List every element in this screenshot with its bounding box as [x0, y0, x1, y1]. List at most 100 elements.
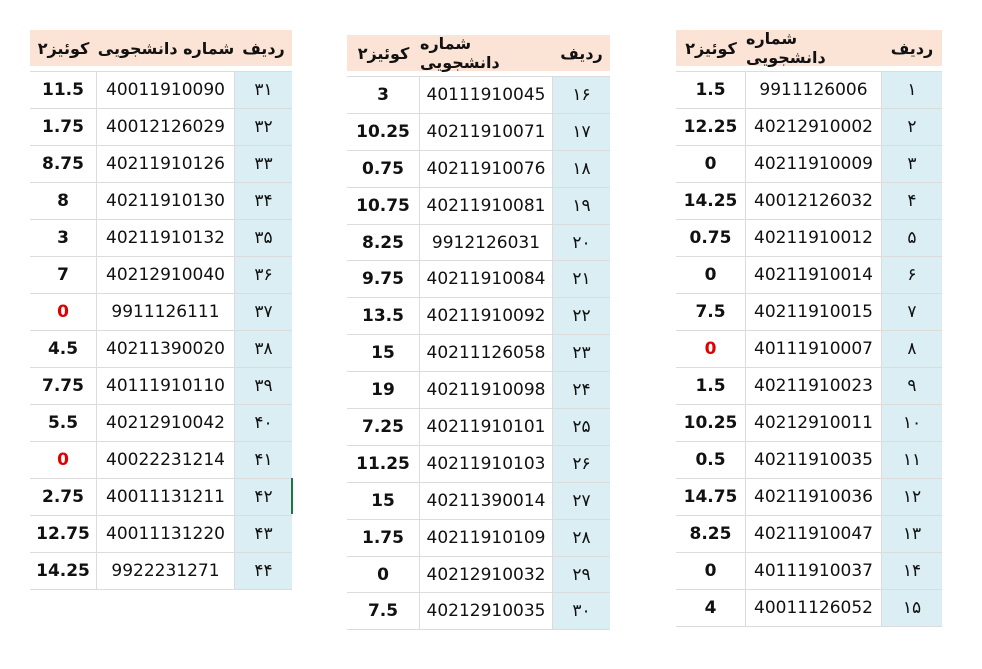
- student-id-cell[interactable]: 40211910015: [746, 294, 882, 330]
- student-id-cell[interactable]: 40211910076: [420, 150, 553, 187]
- student-id-cell[interactable]: 40111910110: [97, 368, 235, 404]
- row-number-cell[interactable]: ۲۸: [553, 519, 610, 556]
- row-number-cell[interactable]: ۲: [882, 109, 942, 145]
- student-id-cell[interactable]: 40011131211: [97, 479, 235, 515]
- row-number-cell[interactable]: ۱۹: [553, 187, 610, 224]
- score-cell[interactable]: 11.5: [30, 72, 97, 108]
- student-id-cell[interactable]: 40211910084: [420, 261, 553, 298]
- row-number-cell[interactable]: ۳۴: [235, 183, 292, 219]
- score-cell[interactable]: 7.25: [347, 409, 420, 445]
- score-cell[interactable]: 4: [676, 590, 746, 626]
- score-cell[interactable]: 0.5: [676, 442, 746, 478]
- student-id-cell[interactable]: 40211910012: [746, 220, 882, 256]
- header-student-id[interactable]: شماره دانشجویی: [746, 29, 826, 67]
- header-score[interactable]: کوئیز۲: [685, 38, 737, 58]
- student-id-cell[interactable]: 40211126058: [420, 335, 553, 372]
- row-number-cell[interactable]: ۵: [882, 220, 942, 256]
- row-number-cell[interactable]: ۳۱: [235, 72, 292, 108]
- score-cell[interactable]: 10.75: [347, 187, 420, 224]
- score-cell[interactable]: 0: [676, 331, 746, 367]
- row-number-cell[interactable]: ۳۰: [553, 593, 610, 630]
- score-cell[interactable]: 2.75: [30, 479, 97, 515]
- row-number-cell[interactable]: ۱۸: [553, 150, 610, 187]
- row-number-cell[interactable]: ۴۴: [235, 553, 292, 589]
- student-id-cell[interactable]: 40022231214: [97, 442, 235, 478]
- score-cell[interactable]: 0: [30, 294, 97, 330]
- score-cell[interactable]: 8: [30, 183, 97, 219]
- score-cell[interactable]: 8.75: [30, 146, 97, 182]
- row-number-cell[interactable]: ۴۳: [235, 516, 292, 552]
- score-cell[interactable]: 7.5: [676, 294, 746, 330]
- row-number-cell[interactable]: ۳۵: [235, 220, 292, 256]
- student-id-cell[interactable]: 40212910042: [97, 405, 235, 441]
- score-cell[interactable]: 3: [30, 220, 97, 256]
- row-number-cell[interactable]: ۶: [882, 257, 942, 293]
- score-cell[interactable]: 11.25: [347, 445, 420, 482]
- student-id-cell[interactable]: 40212910032: [420, 556, 553, 593]
- header-score[interactable]: کوئیز۲: [37, 38, 90, 58]
- row-number-cell[interactable]: ۳۹: [235, 368, 292, 404]
- student-id-cell[interactable]: 40211910036: [746, 479, 882, 515]
- header-row-number[interactable]: ردیف: [242, 38, 285, 58]
- row-number-cell[interactable]: ۳۶: [235, 257, 292, 293]
- student-id-cell[interactable]: 40012126029: [97, 109, 235, 145]
- score-cell[interactable]: 12.25: [676, 109, 746, 145]
- student-id-cell[interactable]: 40211910023: [746, 368, 882, 404]
- row-number-cell[interactable]: ۲۵: [553, 409, 610, 445]
- row-number-cell[interactable]: ۲۳: [553, 335, 610, 372]
- score-cell[interactable]: 1.5: [676, 368, 746, 404]
- student-id-cell[interactable]: 40212910002: [746, 109, 882, 145]
- student-id-cell[interactable]: 40212910035: [420, 593, 553, 630]
- row-number-cell[interactable]: ۱۱: [882, 442, 942, 478]
- student-id-cell[interactable]: 40211910132: [97, 220, 235, 256]
- student-id-cell[interactable]: 40211910035: [746, 442, 882, 478]
- student-id-cell[interactable]: 40011131220: [97, 516, 235, 552]
- score-cell[interactable]: 10.25: [676, 405, 746, 441]
- score-cell[interactable]: 9.75: [347, 261, 420, 298]
- score-cell[interactable]: 7.5: [347, 593, 420, 630]
- row-number-cell[interactable]: ۳۳: [235, 146, 292, 182]
- score-cell[interactable]: 1.75: [347, 519, 420, 556]
- student-id-cell[interactable]: 40211910092: [420, 298, 553, 335]
- student-id-cell[interactable]: 9922231271: [97, 553, 235, 589]
- student-id-cell[interactable]: 40211910081: [420, 187, 553, 224]
- row-number-cell[interactable]: ۱۲: [882, 479, 942, 515]
- student-id-cell[interactable]: 40211910009: [746, 146, 882, 182]
- row-number-cell[interactable]: ۹: [882, 368, 942, 404]
- student-id-cell[interactable]: 40211910130: [97, 183, 235, 219]
- student-id-cell[interactable]: 40211910071: [420, 113, 553, 150]
- score-cell[interactable]: 5.5: [30, 405, 97, 441]
- student-id-cell[interactable]: 40211910098: [420, 372, 553, 409]
- score-cell[interactable]: 14.25: [30, 553, 97, 589]
- row-number-cell[interactable]: ۱۵: [882, 590, 942, 626]
- score-cell[interactable]: 0: [676, 146, 746, 182]
- score-cell[interactable]: 8.25: [347, 224, 420, 261]
- score-cell[interactable]: 12.75: [30, 516, 97, 552]
- student-id-cell[interactable]: 40211390014: [420, 482, 553, 519]
- header-score[interactable]: کوئیز۲: [357, 43, 410, 63]
- row-number-cell[interactable]: ۱۳: [882, 516, 942, 552]
- row-number-cell[interactable]: ۱۴: [882, 553, 942, 589]
- row-number-cell[interactable]: ۳۲: [235, 109, 292, 145]
- row-number-cell[interactable]: ۴۰: [235, 405, 292, 441]
- row-number-cell[interactable]: ۱۷: [553, 113, 610, 150]
- score-cell[interactable]: 10.25: [347, 113, 420, 150]
- row-number-cell[interactable]: ۲۲: [553, 298, 610, 335]
- student-id-cell[interactable]: 40211910103: [420, 445, 553, 482]
- row-number-cell[interactable]: ۳۷: [235, 294, 292, 330]
- student-id-cell[interactable]: 40211910126: [97, 146, 235, 182]
- row-number-cell[interactable]: ۲۶: [553, 445, 610, 482]
- row-number-cell[interactable]: ۴: [882, 183, 942, 219]
- row-number-cell[interactable]: ۲۰: [553, 224, 610, 261]
- row-number-cell[interactable]: ۱: [882, 72, 942, 108]
- score-cell[interactable]: 3: [347, 77, 420, 113]
- row-number-cell[interactable]: ۴۲: [235, 479, 292, 515]
- score-cell[interactable]: 0: [30, 442, 97, 478]
- score-cell[interactable]: 14.75: [676, 479, 746, 515]
- score-cell[interactable]: 0: [676, 257, 746, 293]
- score-cell[interactable]: 4.5: [30, 331, 97, 367]
- score-cell[interactable]: 1.5: [676, 72, 746, 108]
- header-student-id[interactable]: شماره دانشجویی: [420, 34, 500, 72]
- header-row-number[interactable]: ردیف: [560, 43, 603, 63]
- row-number-cell[interactable]: ۲۱: [553, 261, 610, 298]
